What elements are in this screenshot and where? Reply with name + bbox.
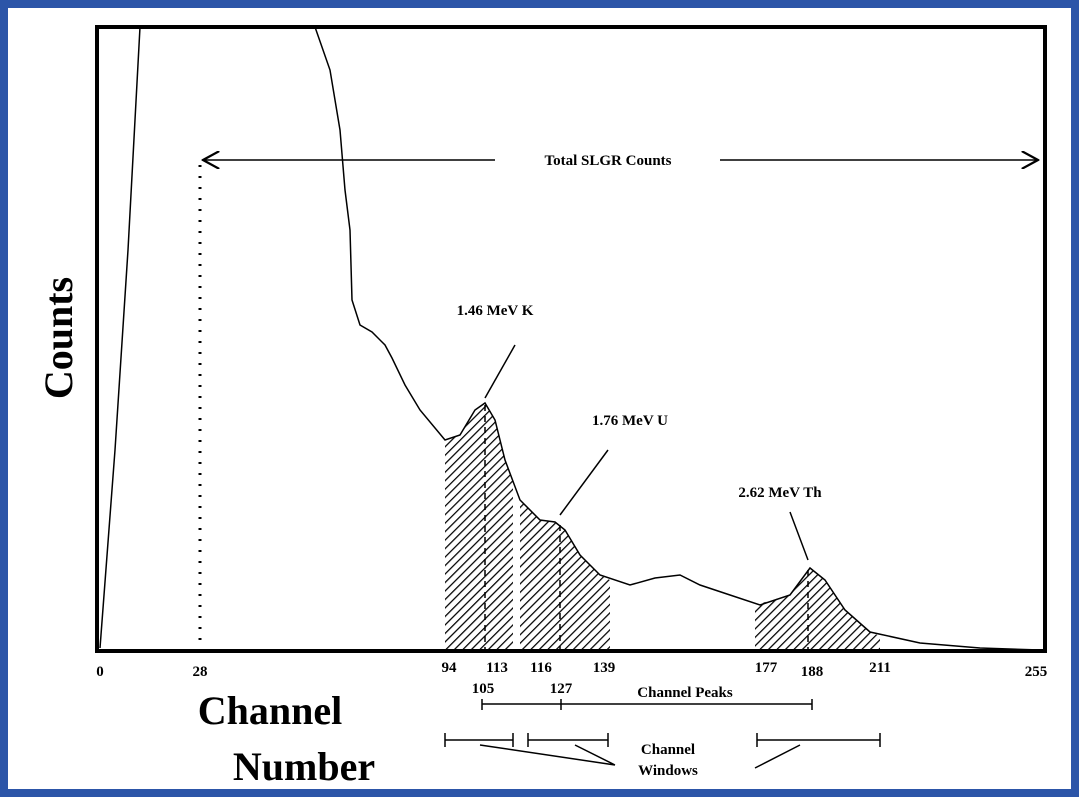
figure-background — [8, 8, 1071, 789]
leader-line — [559, 449, 609, 516]
peak-label: 1.76 MeV U — [592, 413, 668, 429]
tick-label: 113 — [486, 660, 508, 676]
spectrum-curve — [99, 26, 1041, 651]
tick-label: 139 — [593, 660, 616, 676]
tick-label: 28 — [193, 664, 208, 680]
x-axis-label: Channel — [198, 688, 343, 733]
peaks-bracket — [481, 699, 813, 710]
channel-ticks: 0 28 94 113 116 139 177 188 211 255 105 … — [96, 660, 1047, 697]
window-ranges — [444, 733, 881, 747]
peak-channel: 127 — [550, 681, 573, 697]
tick-label: 177 — [755, 660, 778, 676]
leader-line — [484, 344, 516, 399]
window-leaders — [479, 744, 801, 769]
tick-label: 94 — [442, 660, 458, 676]
tick-label: 116 — [530, 660, 552, 676]
range-label: Total SLGR Counts — [545, 153, 672, 169]
peak-label: 2.62 MeV Th — [738, 485, 822, 501]
peak-label: 1.46 MeV K — [457, 303, 534, 319]
peaks-label: Channel Peaks — [637, 685, 733, 701]
peak-channel: 105 — [472, 681, 495, 697]
windows-label: Channel — [641, 742, 695, 758]
x-axis-label: Number — [233, 744, 375, 789]
tick-label: 211 — [869, 660, 891, 676]
y-axis-label: Counts — [36, 277, 81, 399]
windows-label: Windows — [638, 763, 698, 779]
leader-line — [789, 511, 809, 561]
tick-label: 255 — [1025, 664, 1048, 680]
tick-label: 188 — [801, 664, 824, 680]
tick-label: 0 — [96, 664, 104, 680]
window-hatching — [445, 403, 880, 651]
